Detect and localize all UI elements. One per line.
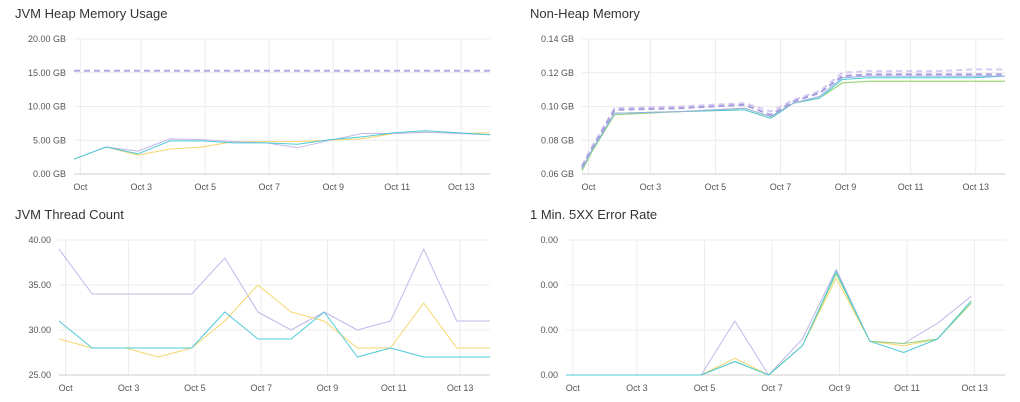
y-tick-label: 0.00 [540, 325, 558, 335]
x-tick-label: Oct 3 [640, 182, 662, 192]
chart-title: Non-Heap Memory [530, 6, 640, 21]
series-line [566, 273, 972, 376]
x-tick-label: Oct 7 [761, 383, 783, 393]
series-line [581, 68, 1005, 167]
series-line [581, 80, 1005, 171]
panel-error-rate: 1 Min. 5XX Error Rate Oct Oct 3 Oct 5 Oct 7… [515, 201, 1020, 402]
chart-title: JVM Thread Count [15, 207, 124, 222]
x-tick-label: Oct 3 [130, 182, 152, 192]
x-tick-label: Oct 13 [448, 182, 475, 192]
x-tick-label: Oct 11 [381, 383, 407, 393]
x-tick-label: Oct 5 [194, 182, 216, 192]
x-tick-label: Oct 3 [626, 383, 648, 393]
x-tick-label: Oct 5 [694, 383, 716, 393]
chart-error-rate: Oct Oct 3 Oct 5 Oct 7 Oct 9 Oct 11 Oct 13 0.00 0… [540, 235, 1005, 393]
x-tick-label: Oct 5 [184, 383, 206, 393]
x-tick-label: Oct 9 [835, 182, 857, 192]
x-tick-label: Oct 3 [118, 383, 140, 393]
series-line [581, 75, 1006, 170]
y-tick-label: 0.00 [540, 280, 558, 290]
chart-title: JVM Heap Memory Usage [15, 6, 168, 21]
x-tick-label: Oct 11 [384, 182, 410, 192]
y-tick-label: 5.00 GB [33, 135, 66, 145]
series-line [73, 130, 491, 160]
y-tick-label: 25.00 [28, 370, 51, 380]
y-tick-label: 10.00 GB [28, 102, 66, 112]
series-line [58, 248, 490, 331]
x-tick-label: Oct 13 [962, 182, 989, 192]
series-line [581, 80, 1005, 171]
x-tick-label: Oct [566, 383, 581, 393]
y-tick-label: 20.00 GB [28, 34, 66, 44]
x-tick-label: Oct 13 [447, 383, 474, 393]
series-line [566, 277, 972, 376]
series-line [58, 284, 490, 358]
y-tick-label: 30.00 [28, 325, 51, 335]
chart-jvm-heap: Oct Oct 3 Oct 5 Oct 7 Oct 9 Oct 11 Oct 13 0.00 … [28, 34, 491, 192]
y-tick-label: 0.00 [540, 235, 558, 245]
x-tick-label: Oct 11 [898, 182, 924, 192]
series-line [73, 131, 491, 160]
panel-jvm-heap: JVM Heap Memory Usage Oct Oct 3 Oct 5 Oct 7… [0, 0, 510, 201]
series-line [566, 271, 972, 376]
y-tick-label: 0.06 GB [541, 169, 574, 179]
y-tick-label: 0.14 GB [541, 34, 574, 44]
x-tick-label: Oct 9 [317, 383, 339, 393]
chart-title: 1 Min. 5XX Error Rate [530, 207, 658, 222]
chart-thread-count: Oct Oct 3 Oct 5 Oct 7 Oct 9 Oct 11 Oct 13 25.00… [28, 235, 490, 393]
series-line [581, 75, 1005, 170]
y-tick-label: 0.08 GB [541, 135, 574, 145]
y-tick-label: 15.00 GB [28, 68, 66, 78]
x-tick-label: Oct 7 [258, 182, 280, 192]
x-tick-label: Oct [581, 182, 596, 192]
y-tick-label: 0.12 GB [541, 68, 574, 78]
chart-non-heap: Oct Oct 3 Oct 5 Oct 7 Oct 9 Oct 11 Oct 13 0.06 … [541, 34, 1006, 192]
x-tick-label: Oct 5 [705, 182, 727, 192]
y-tick-label: 0.00 GB [33, 169, 66, 179]
x-tick-label: Oct 7 [250, 383, 272, 393]
x-tick-label: Oct 9 [829, 383, 851, 393]
x-tick-label: Oct [59, 383, 74, 393]
series-line [581, 73, 1005, 168]
x-tick-label: Oct 13 [961, 383, 988, 393]
y-tick-label: 35.00 [28, 280, 51, 290]
panel-thread-count: JVM Thread Count Oct Oct 3 Oct 5 Oct 7 Oct 9… [0, 201, 510, 402]
y-tick-label: 0.10 GB [541, 102, 574, 112]
series-line [58, 311, 490, 358]
x-tick-label: Oct [73, 182, 88, 192]
x-tick-label: Oct 9 [322, 182, 344, 192]
y-tick-label: 0.00 [540, 370, 558, 380]
x-tick-label: Oct 7 [770, 182, 792, 192]
x-tick-label: Oct 11 [894, 383, 920, 393]
y-tick-label: 40.00 [28, 235, 51, 245]
